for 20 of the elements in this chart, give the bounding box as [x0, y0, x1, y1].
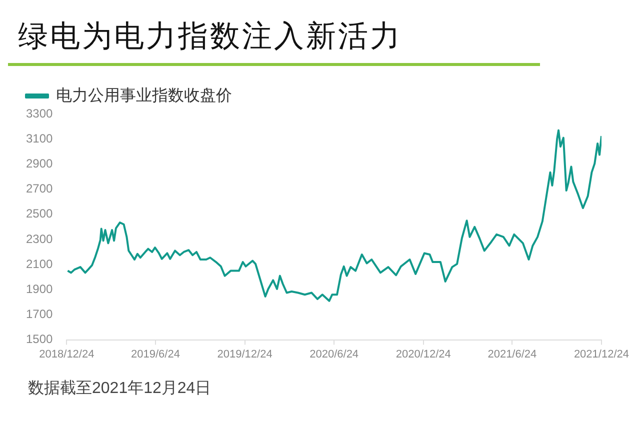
y-tick-label: 2500	[26, 206, 54, 221]
y-tick-label: 2700	[26, 182, 54, 196]
x-tick-label: 2020/6/24	[310, 348, 359, 360]
x-tick-label: 2018/12/24	[39, 348, 94, 360]
x-tick-label: 2019/12/24	[217, 348, 272, 360]
chart-title: 绿电为电力指数注入新活力	[17, 19, 403, 55]
y-tick-label: 3100	[26, 131, 54, 146]
y-tick-label: 2900	[26, 156, 54, 170]
x-tick-label: 2021/6/24	[488, 348, 537, 360]
y-tick-label: 1900	[26, 282, 54, 296]
x-tick-label: 2019/6/24	[131, 348, 180, 360]
y-tick-label: 1700	[26, 307, 54, 322]
y-tick-label: 2100	[26, 256, 54, 271]
text: 数据截至2021年12月24日	[27, 378, 212, 399]
x-tick-label: 2021/12/24	[574, 348, 630, 360]
y-tick-label: 3300	[26, 106, 54, 120]
y-tick-label: 2300	[26, 232, 54, 246]
x-tick-label: 2020/12/24	[396, 348, 451, 360]
legend-label: 电力公用事业指数收盘价	[56, 86, 232, 104]
y-tick-label: 1500	[26, 332, 54, 346]
